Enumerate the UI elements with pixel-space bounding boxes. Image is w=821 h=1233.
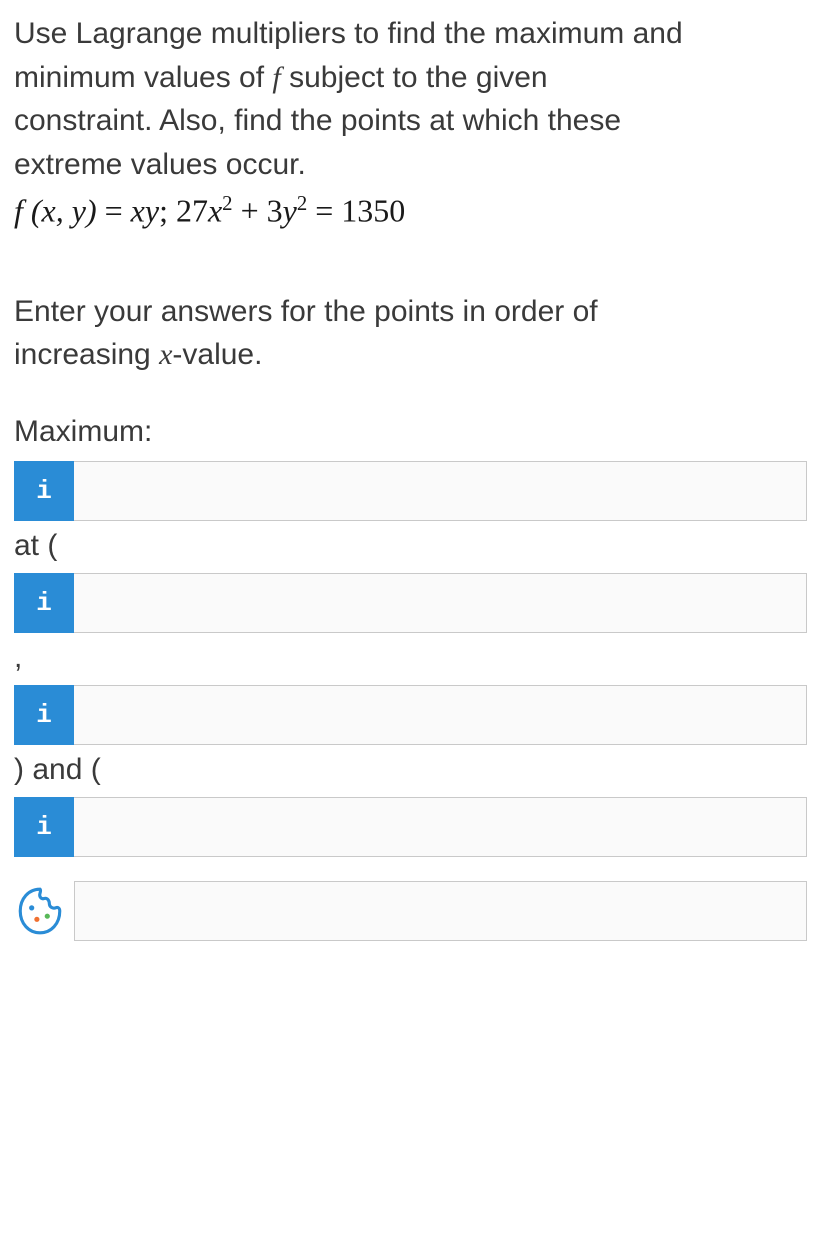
maximum-label: Maximum: (14, 415, 807, 449)
info-icon[interactable]: i (14, 461, 74, 521)
q-line2b: subject to the given (281, 61, 548, 94)
math-lhs: f (x, y) (14, 193, 97, 229)
instr-xvar: x (159, 338, 172, 371)
pt1-y-row: i (14, 685, 807, 745)
pt2-y-input[interactable] (74, 881, 807, 941)
info-icon[interactable]: i (14, 685, 74, 745)
math-sep: ; (159, 193, 176, 229)
instr-part1: Enter your answers for the points in ord… (14, 295, 598, 328)
instructions: Enter your answers for the points in ord… (14, 290, 807, 377)
max-value-row: i (14, 461, 807, 521)
pt1-y-input[interactable] (74, 685, 807, 745)
math-eq2: = 1350 (307, 193, 405, 229)
math-rhs1: xy (131, 193, 159, 229)
math-eq1: = (97, 193, 131, 229)
q-line4: extreme values occur. (14, 148, 306, 181)
q-fvar: f (272, 61, 280, 94)
math-y: y (283, 193, 297, 229)
max-value-input[interactable] (74, 461, 807, 521)
info-icon[interactable]: i (14, 797, 74, 857)
math-expression: f (x, y) = xy; 27x2 + 3y2 = 1350 (14, 192, 807, 230)
q-line1: Use Lagrange multipliers to find the max… (14, 17, 683, 50)
pt2-x-row: i (14, 797, 807, 857)
math-27: 27 (176, 193, 208, 229)
instr-part2b: -value. (172, 338, 262, 371)
pt1-x-input[interactable] (74, 573, 807, 633)
close-and-open-label: ) and ( (14, 753, 807, 787)
instr-part2a: increasing (14, 338, 159, 371)
math-plus3: + 3 (233, 193, 283, 229)
comma-label: , (14, 641, 807, 675)
pt2-x-input[interactable] (74, 797, 807, 857)
cookie-icon[interactable] (14, 885, 66, 937)
math-x: x (208, 193, 222, 229)
q-line3: constraint. Also, find the points at whi… (14, 104, 621, 137)
at-open-label: at ( (14, 529, 807, 563)
info-icon[interactable]: i (14, 573, 74, 633)
q-line2a: minimum values of (14, 61, 272, 94)
cookie-row (14, 881, 807, 941)
question-text: Use Lagrange multipliers to find the max… (14, 12, 807, 186)
pt1-x-row: i (14, 573, 807, 633)
